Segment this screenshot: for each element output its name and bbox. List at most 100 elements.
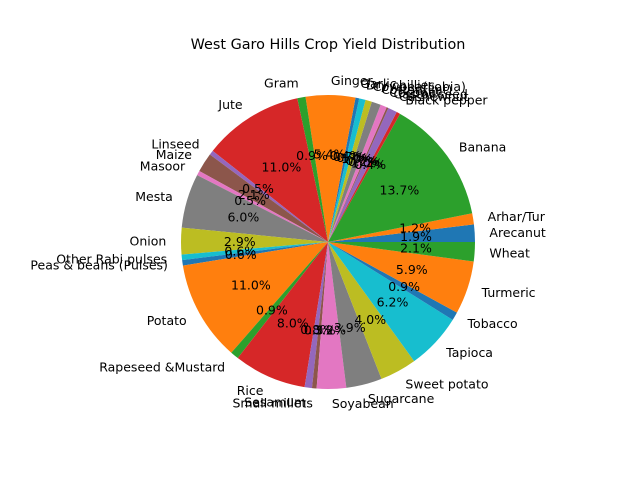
slice-percent-mesta: 6.0% xyxy=(227,210,259,225)
slice-label-soyabean: Soyabean xyxy=(332,396,394,411)
pie-slice-cotton-lint xyxy=(328,101,381,242)
slice-label-onion: Onion xyxy=(129,233,166,248)
slice-label-castor-seed: Castor seed xyxy=(393,87,467,102)
slice-percent-peas-beans-pulses: 0.6% xyxy=(225,247,257,262)
pie-slice-gram xyxy=(297,96,328,242)
pie-slice-other-rabi-pulses xyxy=(181,242,328,261)
slice-percent-banana: 13.7% xyxy=(380,183,420,198)
pie-slice-coconut xyxy=(328,104,387,243)
pie-slice-tobacco xyxy=(328,242,457,320)
pie-slice-maize xyxy=(199,154,328,242)
slice-percent-arecanut: 1.9% xyxy=(400,229,432,244)
pie-slice-jute xyxy=(212,98,328,242)
slice-label-linseed: Linseed xyxy=(151,136,199,151)
slice-label-cashewnut: Cashewnut xyxy=(399,89,469,104)
slice-percent-linseed: 0.5% xyxy=(242,181,274,196)
slice-label-sesamum: Sesamum xyxy=(244,395,306,410)
pie-slice-sugarcane xyxy=(328,242,382,388)
pie-slice-cowpea-lobia xyxy=(328,99,372,242)
slice-label-small-millets: Small millets xyxy=(233,395,313,410)
pie-slice-soyabean xyxy=(316,242,347,390)
slice-percent-cashewnut: 1.0% xyxy=(351,155,383,170)
slice-label-tobacco: Tobacco xyxy=(467,316,518,331)
slice-label-other-rabi-pulses: Other Rabi pulses xyxy=(56,251,167,266)
slice-percent-sweet-potato: 4.0% xyxy=(354,312,386,327)
slice-label-gram: Gram xyxy=(264,75,299,90)
pie-slice-tapioca xyxy=(328,242,453,362)
slice-percent-garlic: 0.4% xyxy=(330,148,362,163)
slice-percent-rice: 8.0% xyxy=(277,315,309,330)
slice-percent-masoor: 0.5% xyxy=(234,193,266,208)
slice-label-mesta: Mesta xyxy=(135,189,173,204)
pie-slice-sesamum xyxy=(304,242,328,389)
pie-slice-onion xyxy=(181,227,328,255)
chart-title: West Garo Hills Crop Yield Distribution xyxy=(191,37,466,53)
slice-percent-rapeseed-mustard: 0.9% xyxy=(256,303,288,318)
slice-label-banana: Banana xyxy=(459,140,506,155)
pie-slice-linseed xyxy=(209,150,328,242)
slice-label-jute: Jute xyxy=(217,97,243,112)
slice-label-rice: Rice xyxy=(237,383,264,398)
slice-label-potato: Potato xyxy=(147,313,187,328)
slice-percent-tobacco: 0.9% xyxy=(388,279,420,294)
slice-percent-gram: 0.9% xyxy=(296,148,328,163)
pie-slice-mesta xyxy=(181,175,328,242)
slice-percent-labels: 1.9%1.2% 13.7% 0.4%1.0%0.2%0.7%1.0%0.7%0.7… xyxy=(224,146,432,337)
slice-percent-cowpea-lobia: 0.7% xyxy=(337,150,369,165)
slice-label-tapioca: Tapioca xyxy=(445,345,493,360)
slice-label-ginger: Ginger xyxy=(331,73,374,88)
slice-label-peas-beans-pulses: Peas & beans (Pulses) xyxy=(30,257,168,272)
slice-label-sweet-potato: Sweet potato xyxy=(405,376,488,391)
slice-percent-coconut: 0.7% xyxy=(346,153,378,168)
pie-slice-potato xyxy=(182,242,328,353)
slice-label-black-pepper: Black pepper xyxy=(405,93,488,108)
slice-percent-turmeric: 5.9% xyxy=(396,262,428,277)
slice-label-rapeseed-mustard: Rapeseed &Mustard xyxy=(99,359,225,374)
slice-percent-maize: 2.1% xyxy=(238,187,270,202)
slice-percent-potato: 11.0% xyxy=(231,277,271,292)
pie-slice-peas-beans-pulses xyxy=(182,242,328,266)
pie-slice-garlic xyxy=(328,97,360,242)
slice-label-coconut: Coconut xyxy=(389,85,441,100)
slice-percent-other-rabi-pulses: 0.6% xyxy=(224,244,256,259)
slice-percent-castor-seed: 0.2% xyxy=(348,154,380,169)
pie-slice-cashewnut xyxy=(328,107,397,242)
slice-label-cotton-lint: Cotton(lint) xyxy=(381,82,452,97)
slice-label-dry-chillies: Dry chillies xyxy=(366,77,435,92)
slice-percent-soyabean: 3.2% xyxy=(314,323,346,338)
slice-label-cowpea-lobia: Cowpea(Lobia) xyxy=(373,79,466,94)
slice-label-wheat: Wheat xyxy=(489,245,530,260)
pie-slice-arecanut xyxy=(328,224,475,242)
pie-slice-masoor xyxy=(197,171,328,242)
pie-slice-banana xyxy=(328,113,473,242)
pie-slice-rapeseed-mustard xyxy=(231,242,328,359)
slice-percent-dry-chillies: 0.7% xyxy=(333,149,365,164)
slice-percent-wheat: 2.1% xyxy=(400,240,432,255)
pie-slice-turmeric xyxy=(328,242,474,313)
pie-slices xyxy=(181,94,475,390)
slice-percent-small-millets: 0.5% xyxy=(304,322,336,337)
slice-label-masoor: Masoor xyxy=(140,159,186,174)
slice-percent-cotton-lint: 1.0% xyxy=(341,151,373,166)
pie-slice-castor-seed xyxy=(328,107,389,243)
slice-label-maize: Maize xyxy=(156,147,192,162)
pie-slice-arhar-tur xyxy=(328,213,474,242)
slice-percent-onion: 2.9% xyxy=(224,234,256,249)
pie-slice-ginger xyxy=(305,94,356,242)
slice-percent-tapioca: 6.2% xyxy=(377,295,409,310)
slice-percent-arhar-tur: 1.2% xyxy=(399,221,431,236)
slice-percent-sesamum: 0.8% xyxy=(300,322,332,337)
slice-percent-sugarcane: 3.9% xyxy=(334,320,366,335)
slice-percent-black-pepper: 0.4% xyxy=(354,157,386,172)
pie-slice-dry-chillies xyxy=(328,98,366,242)
slice-label-arhar-tur: Arhar/Tur xyxy=(488,209,546,224)
slice-label-garlic: Garlic xyxy=(360,76,396,91)
pie-slice-small-millets xyxy=(311,242,328,389)
slice-label-turmeric: Turmeric xyxy=(481,285,536,300)
slice-label-arecanut: Arecanut xyxy=(489,225,545,240)
pie-slice-black-pepper xyxy=(328,112,401,242)
slice-label-sugarcane: Sugarcane xyxy=(368,391,435,406)
